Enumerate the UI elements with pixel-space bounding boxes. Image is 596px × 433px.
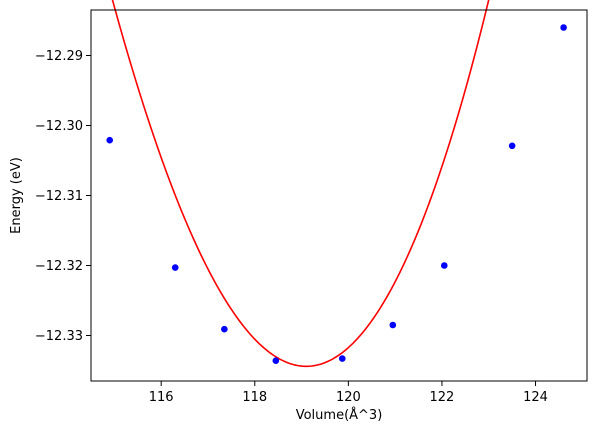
x-axis: 116 118 120 122 124 — [149, 381, 548, 405]
y-tick-label: −12.33 — [35, 329, 83, 344]
data-point — [272, 357, 280, 365]
fit-curve — [111, 0, 490, 368]
data-point — [440, 262, 448, 269]
data-point — [171, 264, 179, 271]
y-tick-label: −12.31 — [35, 189, 83, 204]
y-tick-label: −12.30 — [35, 119, 83, 134]
x-tick-label: 116 — [149, 390, 174, 405]
x-tick-label: 118 — [242, 390, 267, 405]
data-point — [508, 142, 516, 150]
data-point — [560, 24, 567, 31]
data-point — [106, 136, 114, 144]
x-axis-label: Volume(Å^3) — [296, 407, 383, 423]
data-point — [389, 321, 397, 329]
y-axis: −12.33 −12.32 −12.31 −12.30 −12.29 — [35, 49, 91, 344]
series-layer — [106, 0, 567, 368]
plot-area — [91, 10, 587, 381]
x-tick-label: 120 — [336, 390, 361, 405]
x-tick-label: 124 — [523, 390, 548, 405]
data-point — [338, 355, 346, 362]
y-tick-label: −12.32 — [35, 259, 83, 274]
x-tick-label: 122 — [430, 390, 455, 405]
y-axis-label: Energy (eV) — [9, 157, 24, 234]
data-point — [221, 325, 228, 333]
y-tick-label: −12.29 — [35, 49, 83, 64]
